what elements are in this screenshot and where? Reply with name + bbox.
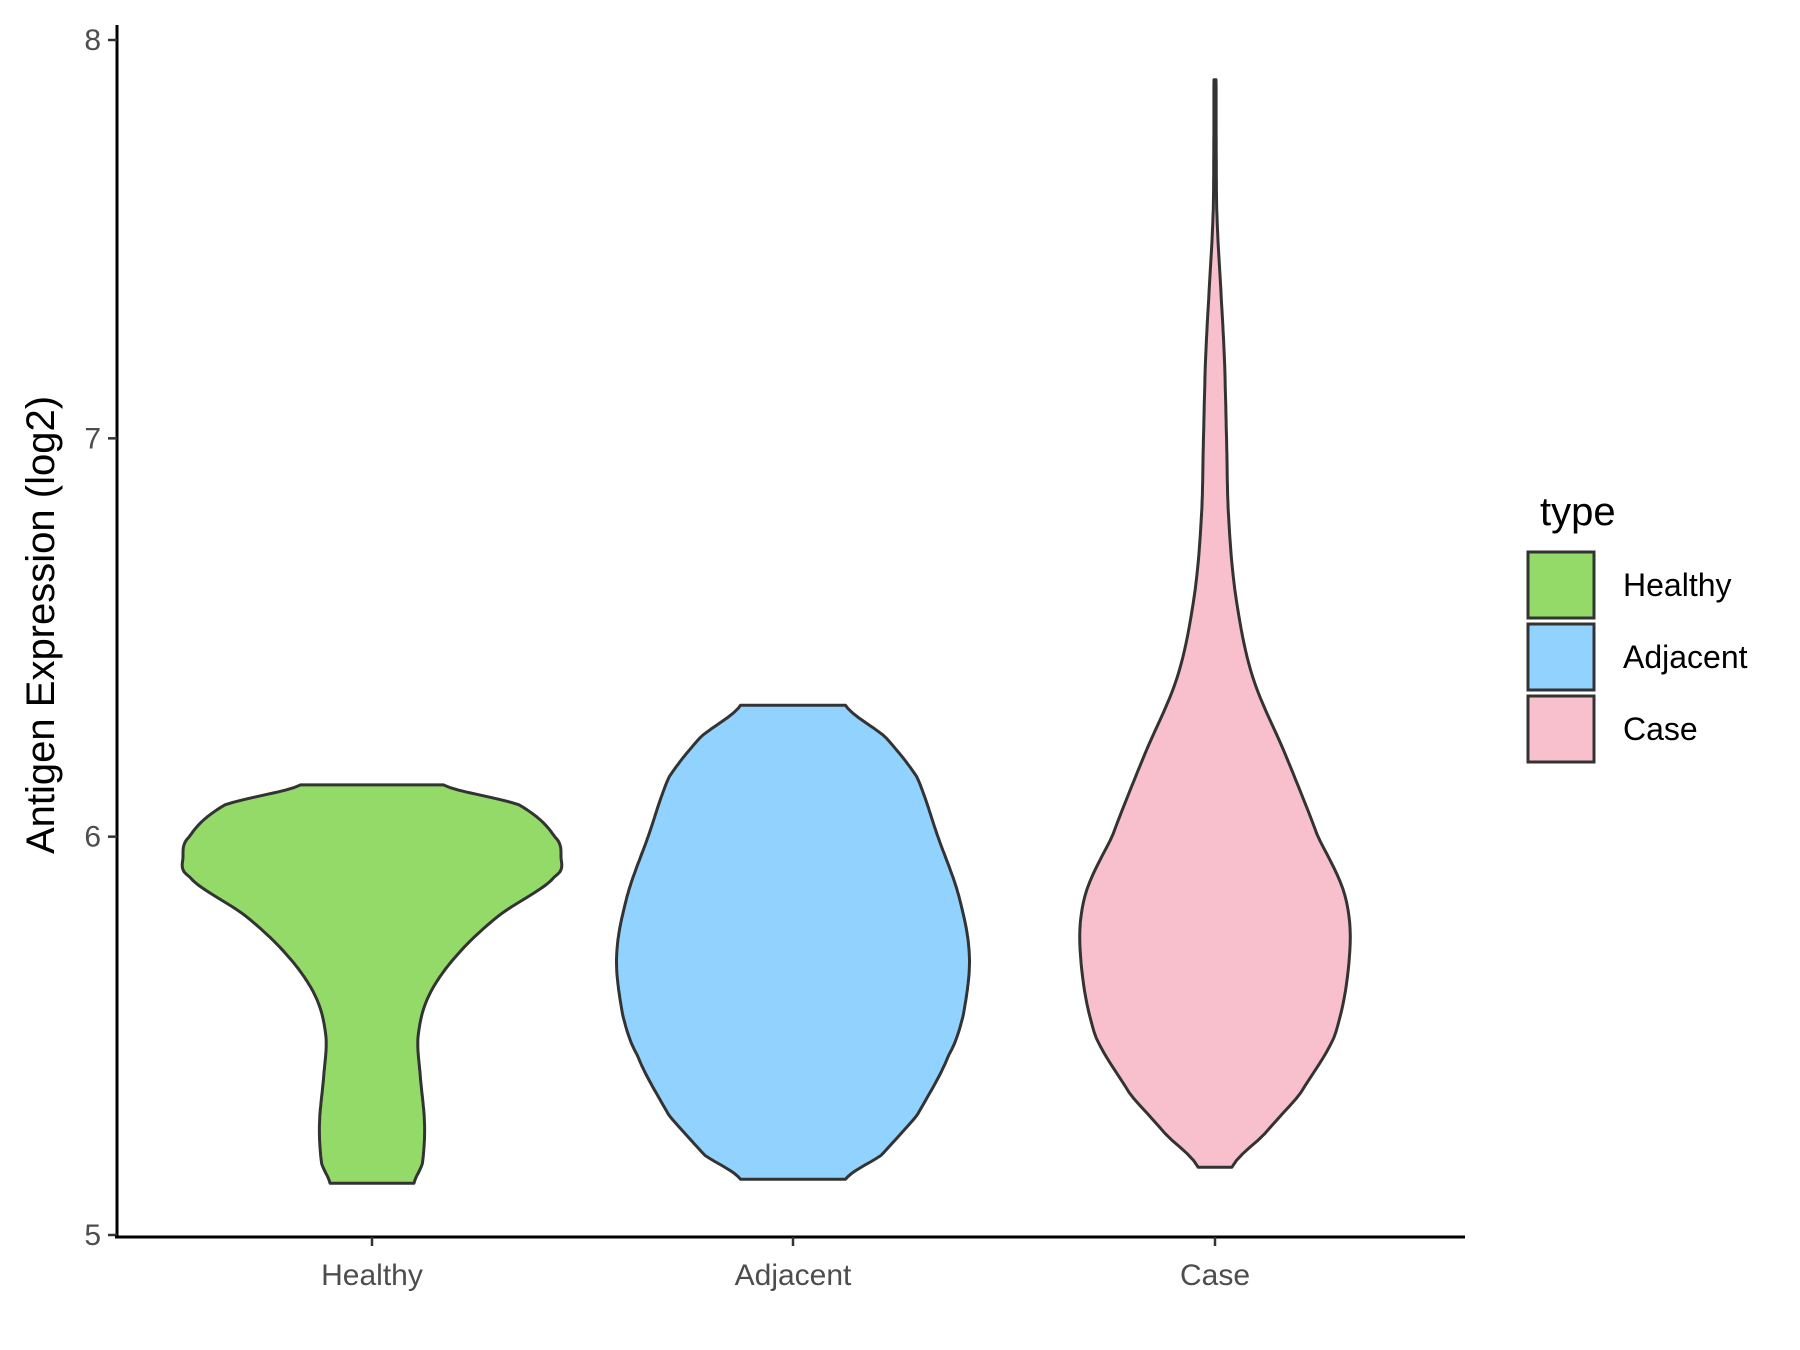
violin-healthy	[180, 783, 564, 1185]
legend-swatch-adjacent	[1526, 622, 1596, 692]
x-tick-label: Healthy	[321, 1259, 423, 1292]
violin-case	[1078, 78, 1352, 1169]
plot-area: 5 6 7 8 Healthy Adjacent Case	[84, 24, 1465, 1292]
legend: type Healthy Adjacent Case	[1526, 490, 1748, 764]
x-tick-label: Adjacent	[735, 1259, 852, 1292]
legend-label-healthy: Healthy	[1623, 567, 1732, 603]
y-tick-label: 8	[84, 24, 101, 57]
y-axis-title: Antigen Expression (log2)	[19, 396, 63, 854]
violin-group	[180, 78, 1352, 1185]
y-axis: 5 6 7 8	[84, 24, 119, 1252]
legend-label-adjacent: Adjacent	[1623, 639, 1748, 675]
legend-label-case: Case	[1623, 711, 1698, 747]
legend-title: type	[1540, 490, 1616, 534]
y-tick-label: 5	[84, 1219, 101, 1252]
violin-adjacent	[615, 703, 971, 1181]
x-axis: Healthy Adjacent Case	[115, 1235, 1465, 1292]
y-tick-label: 6	[84, 821, 101, 854]
legend-swatch-healthy	[1526, 550, 1596, 620]
legend-swatch-case	[1526, 694, 1596, 764]
y-tick-label: 7	[84, 422, 101, 455]
x-tick-label: Case	[1180, 1259, 1250, 1292]
